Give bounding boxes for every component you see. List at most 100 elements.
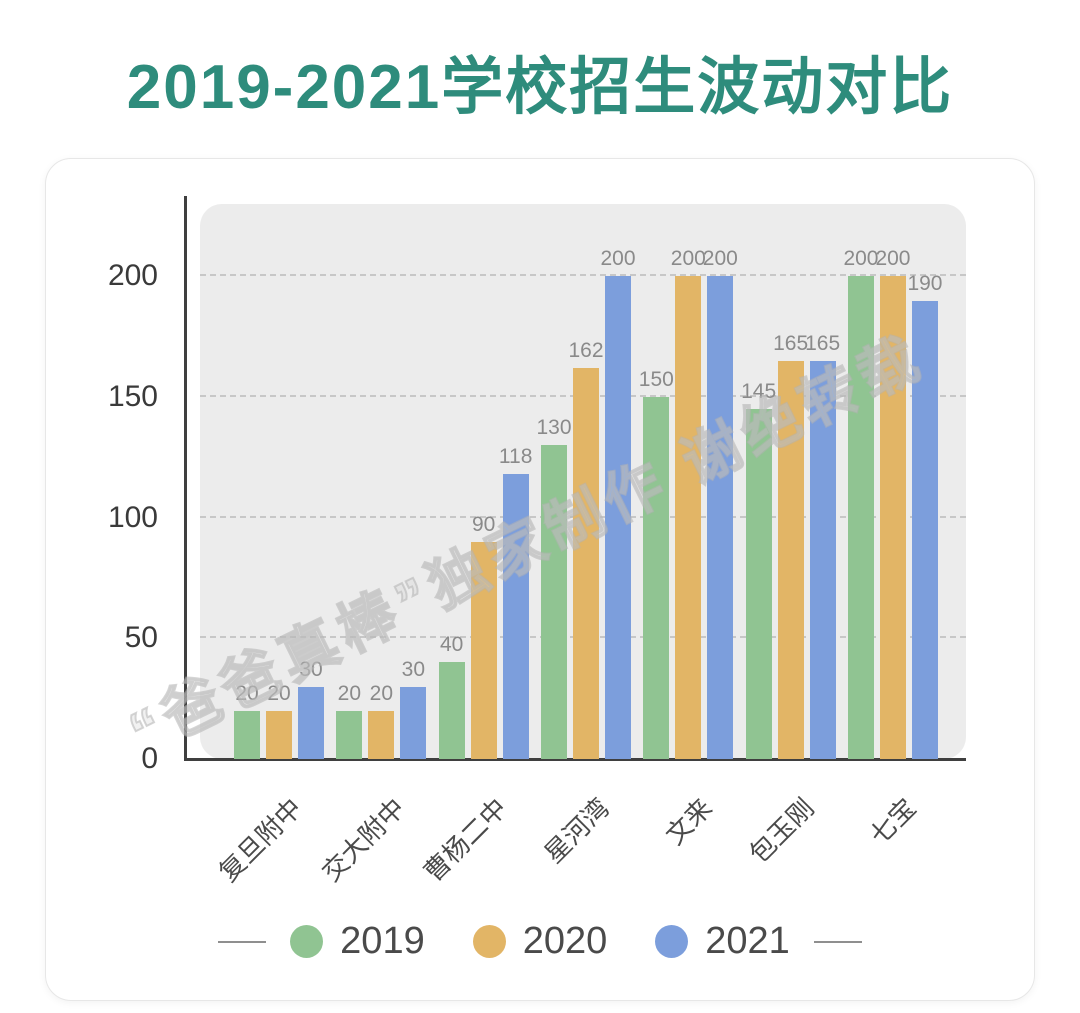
bar-group: 40 90 118 [438,204,532,759]
bar-group: 20 20 30 [336,204,427,759]
bar-value-label: 200 [702,247,738,271]
bar-column: 130 [536,204,572,759]
bar-value-label: 200 [843,247,879,271]
bar-value-label: 200 [600,247,636,271]
bar-column: 20 [234,204,260,759]
bar-column: 165 [773,204,808,759]
chart-title: 2019-2021学校招生波动对比 [126,53,954,122]
bar-value-label: 130 [536,416,572,440]
x-category-cell: 曹杨二中 [418,771,529,906]
x-category-label: 星河湾 [538,792,616,869]
bar-column: 200 [600,204,636,759]
bar-value-label: 30 [401,657,425,681]
bar-column: 40 [438,204,465,759]
gridline [200,274,966,277]
bar-groups: 20 20 30 20 20 30 40 90 118 130 162 200 150 200 200 145… [234,204,943,759]
x-category-label: 包玉刚 [743,792,820,869]
x-category-cell: 星河湾 [539,771,631,906]
bar-2019 [234,710,260,759]
bar-group: 130 162 200 [536,204,636,759]
bar-column: 20 [266,204,292,759]
bar-2021 [298,686,324,759]
bar-value-label: 150 [638,368,674,392]
bar-column: 200 [843,204,879,759]
bar-2020 [879,276,906,759]
bar-value-label: 200 [670,247,706,271]
bar-value-label: 30 [299,657,323,681]
bar-2021 [604,276,631,759]
bar-column: 165 [805,204,840,759]
legend-color-dot [655,924,689,958]
x-axis-line [184,758,966,761]
y-axis-labels: 0 50 100 150 200 [84,204,158,775]
x-axis-labels: 复旦附中 交大附中 曹杨二中 星河湾 文来 包玉刚 七宝 [213,771,938,906]
x-category-label: 七宝 [864,792,923,851]
legend-label: 2021 [705,919,790,962]
x-category-cell: 七宝 [848,771,938,906]
y-tick-label: 100 [107,500,158,534]
bar-2021 [911,300,938,759]
bar-2021 [400,686,427,759]
y-tick-label: 200 [107,259,158,293]
legend-item-2021[interactable]: 2021 [631,913,814,969]
bar-2019 [643,397,670,759]
bar-group: 145 165 165 [741,204,840,759]
legend-item-2020[interactable]: 2020 [448,913,632,969]
bar-column: 30 [298,204,324,759]
bar-group: 20 20 30 [234,204,324,759]
legend: 2019 2020 2021 [46,910,1034,972]
x-category-label: 交大附中 [315,792,411,888]
bar-value-label: 118 [498,445,533,469]
bar-2021 [809,360,836,759]
x-category-cell: 文来 [643,771,733,906]
legend-label: 2019 [340,919,425,962]
y-tick-label: 150 [107,380,158,414]
bar-column: 200 [875,204,911,759]
legend-items: 2019 2020 2021 [266,913,814,969]
bar-group: 150 200 200 [639,204,738,759]
bar-value-label: 165 [773,331,809,355]
bar-2019 [438,662,465,759]
chart-area: 0 50 100 150 200 20 20 30 20 20 30 40 90 118 130 162 20… [108,196,966,887]
legend-color-dot [472,924,506,958]
bar-group: 200 200 190 [843,204,943,759]
bar-column: 30 [400,204,427,759]
bar-column: 150 [639,204,674,759]
bar-2021 [502,474,529,759]
bar-value-label: 165 [805,331,841,355]
bar-2020 [675,276,702,759]
x-category-label: 复旦附中 [213,792,309,888]
chart-card: 0 50 100 150 200 20 20 30 20 20 30 40 90 118 130 162 20… [45,158,1035,1001]
y-tick-label: 50 [124,621,158,655]
x-category-label: 曹杨二中 [418,792,513,888]
bar-2019 [745,409,772,759]
legend-color-dot [290,924,324,958]
bar-value-label: 200 [875,247,911,271]
x-category-label: 文来 [659,792,718,851]
bar-value-label: 20 [337,681,361,705]
bar-2019 [336,710,363,759]
x-category-cell: 交大附中 [316,771,426,906]
legend-label: 2020 [522,919,608,962]
bar-value-label: 40 [439,633,464,657]
bar-column: 200 [703,204,738,759]
bar-value-label: 190 [907,271,943,295]
bar-2019 [540,445,567,759]
bar-value-label: 145 [741,380,777,404]
bar-2020 [368,710,395,759]
bar-2020 [470,541,497,759]
bar-column: 20 [368,204,395,759]
x-category-cell: 包玉刚 [744,771,836,906]
bar-column: 145 [741,204,776,759]
bar-2020 [777,360,804,759]
legend-item-2019[interactable]: 2019 [266,913,449,969]
bar-column: 162 [568,204,604,759]
bar-column: 118 [499,204,532,759]
bar-value-label: 162 [568,339,604,363]
bar-column: 190 [907,204,943,759]
bar-2019 [847,276,874,759]
y-axis-line [184,196,187,761]
y-tick-label: 0 [141,742,158,775]
bar-column: 200 [671,204,706,759]
